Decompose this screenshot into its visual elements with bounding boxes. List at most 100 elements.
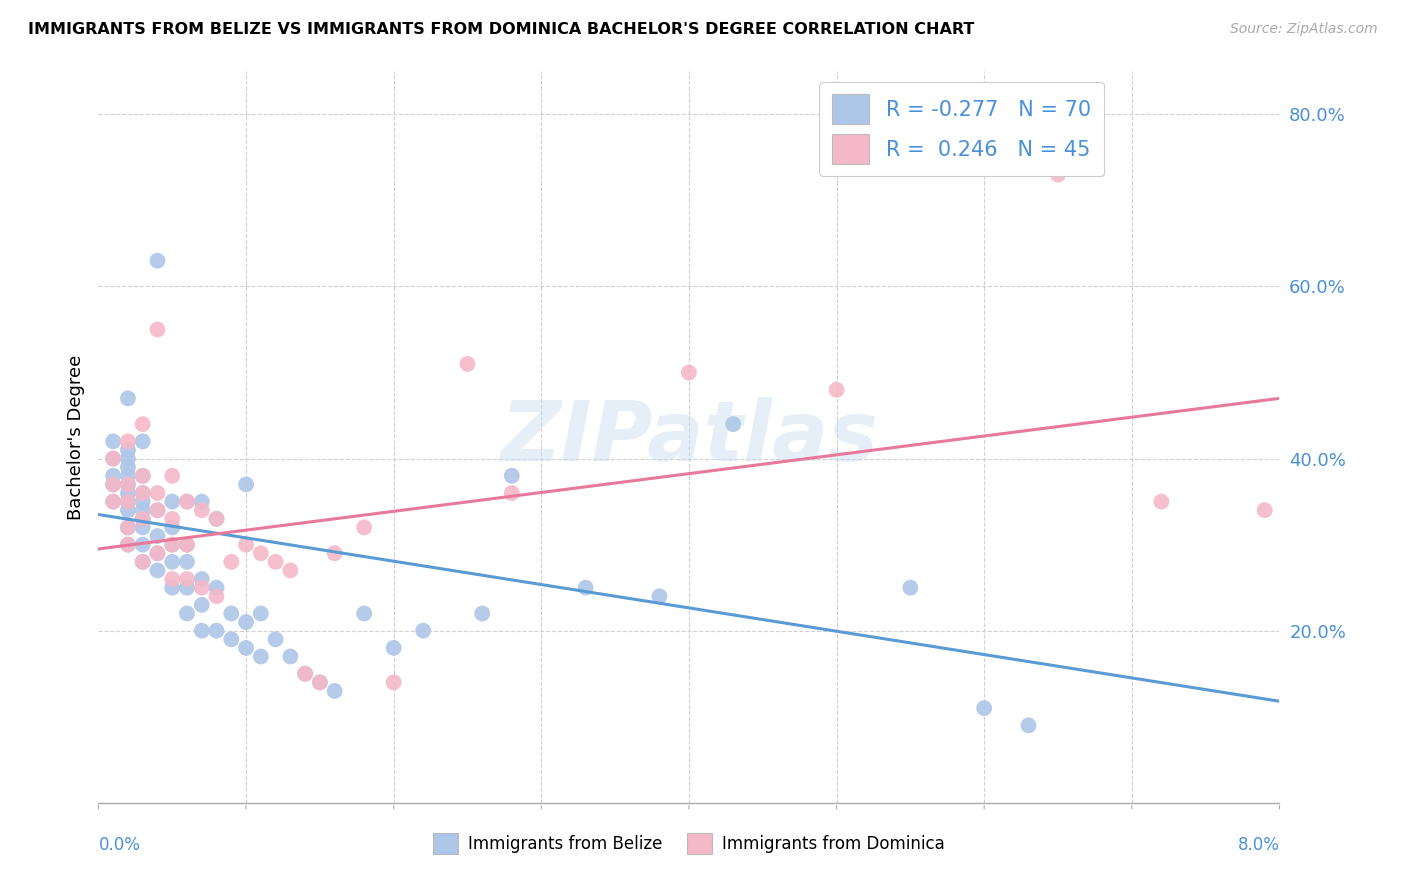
Point [117,468,139,483]
Point [1150,494,1173,508]
Point [264,632,287,647]
Point [309,675,332,690]
Point [205,589,228,603]
Point [132,503,155,517]
Point [205,512,228,526]
Text: ZIPatlas: ZIPatlas [501,397,877,477]
Point [294,666,316,681]
Point [353,607,375,621]
Point [323,546,346,560]
Point [575,581,598,595]
Point [117,477,139,491]
Point [146,529,169,543]
Point [235,477,257,491]
Point [191,624,214,638]
Point [471,607,494,621]
Point [132,417,155,432]
Point [412,624,434,638]
Point [117,392,139,406]
Point [221,632,243,647]
Text: 0.0%: 0.0% [98,836,141,854]
Point [264,555,287,569]
Point [973,701,995,715]
Point [191,503,214,517]
Point [146,486,169,500]
Point [162,581,183,595]
Point [162,538,183,552]
Point [250,607,273,621]
Point [162,572,183,586]
Point [162,555,183,569]
Point [117,494,139,508]
Point [825,383,848,397]
Point [146,546,169,560]
Point [176,494,198,508]
Point [176,581,198,595]
Point [117,520,139,534]
Point [132,494,155,508]
Point [176,555,198,569]
Point [132,538,155,552]
Point [382,675,405,690]
Point [221,555,243,569]
Point [353,520,375,534]
Point [280,564,302,578]
Point [103,451,125,466]
Point [132,512,155,526]
Point [162,520,183,534]
Point [117,503,139,517]
Point [117,538,139,552]
Point [191,494,214,508]
Point [176,607,198,621]
Point [132,512,155,526]
Point [250,546,273,560]
Point [205,581,228,595]
Point [205,512,228,526]
Point [132,434,155,449]
Point [501,468,523,483]
Point [501,486,523,500]
Point [1046,168,1070,182]
Point [191,581,214,595]
Point [117,460,139,475]
Point [235,640,257,655]
Point [132,486,155,500]
Point [678,366,700,380]
Point [205,624,228,638]
Point [235,538,257,552]
Point [117,520,139,534]
Point [176,494,198,508]
Point [132,486,155,500]
Point [382,640,405,655]
Legend: Immigrants from Belize, Immigrants from Dominica: Immigrants from Belize, Immigrants from … [426,827,952,860]
Point [117,477,139,491]
Point [294,666,316,681]
Point [117,442,139,457]
Point [117,451,139,466]
Point [1018,718,1040,732]
Point [176,538,198,552]
Y-axis label: Bachelor's Degree: Bachelor's Degree [66,354,84,520]
Point [132,555,155,569]
Point [132,555,155,569]
Point [191,598,214,612]
Point [250,649,273,664]
Point [162,538,183,552]
Point [280,649,302,664]
Point [235,615,257,629]
Point [117,494,139,508]
Point [146,253,169,268]
Point [162,494,183,508]
Text: Source: ZipAtlas.com: Source: ZipAtlas.com [1230,22,1378,37]
Point [900,581,922,595]
Point [309,675,332,690]
Point [723,417,745,432]
Point [176,538,198,552]
Point [457,357,479,371]
Point [146,503,169,517]
Text: IMMIGRANTS FROM BELIZE VS IMMIGRANTS FROM DOMINICA BACHELOR'S DEGREE CORRELATION: IMMIGRANTS FROM BELIZE VS IMMIGRANTS FRO… [28,22,974,37]
Point [117,434,139,449]
Point [132,468,155,483]
Point [117,486,139,500]
Point [191,572,214,586]
